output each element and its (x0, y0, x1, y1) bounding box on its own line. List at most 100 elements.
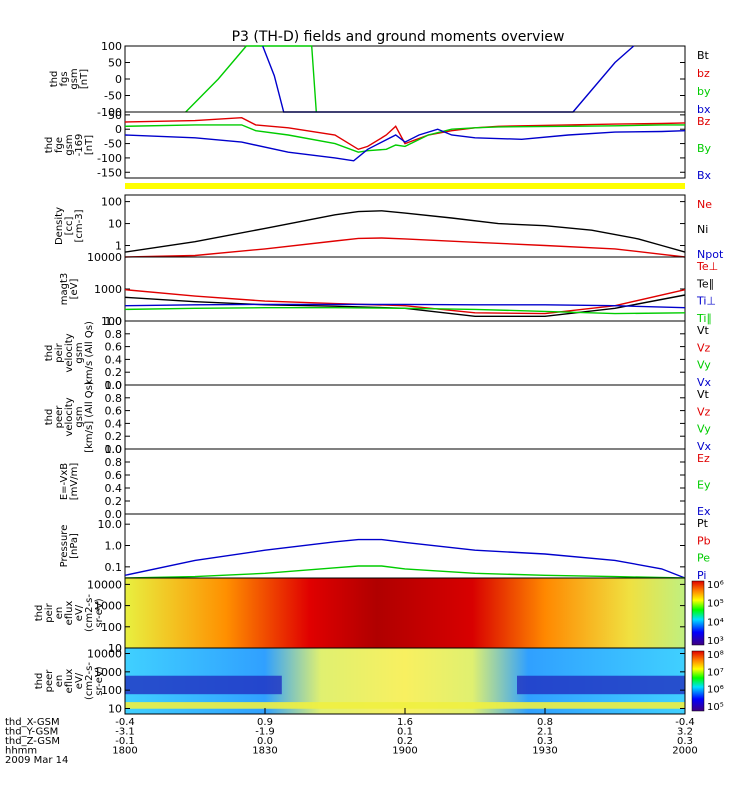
y-axis-label-line: thd (44, 345, 55, 362)
y-axis-label-line: peer (54, 405, 65, 429)
y-tick-label: 10 (108, 218, 122, 231)
y-axis-label-line: fgs (59, 71, 70, 86)
legend-entry: Vz (697, 341, 711, 354)
y-tick-label: 0.8 (105, 392, 123, 405)
y-axis-label-line: [cm-3] (74, 209, 85, 242)
x-row-value: 0.3 (537, 736, 553, 747)
colorbar: 10⁸ 10⁷ 10⁶ 10⁵ (691, 650, 724, 713)
y-tick-label: 100 (101, 684, 122, 697)
y-tick-label: 50 (108, 109, 122, 122)
y-axis-label-line: gsm (74, 342, 85, 363)
series-ti⊥ (124, 303, 686, 309)
status-bar (125, 183, 685, 189)
colorbar-scale (691, 580, 705, 646)
y-tick-label: 100 (101, 196, 122, 209)
y-tick-label: 0.1 (105, 561, 123, 574)
colorbar-label: 10⁶ (707, 580, 724, 591)
series-by (185, 45, 317, 113)
y-tick-label: 100 (101, 315, 122, 328)
y-tick-label: -150 (97, 166, 122, 179)
y-tick-label: -100 (97, 106, 122, 119)
y-tick-label: 1000 (94, 283, 122, 296)
x-row-value: 0.1 (397, 727, 413, 738)
y-tick-label: 0.4 (105, 353, 123, 366)
x-row-value: 0.9 (257, 717, 273, 728)
panel-frame (124, 448, 686, 515)
y-axis-label-line: -169 (74, 134, 85, 157)
legend-entry: Npot (697, 248, 724, 261)
legend-entry: Ni (697, 223, 708, 236)
y-tick-label: 0.8 (105, 456, 123, 469)
panel-pressure: 10.0 1.0 0.1 Pressure[nPa] Pt Pb Pe Pi (59, 513, 711, 582)
y-axis-label-line: thd (44, 409, 55, 426)
x-row-value: 1800 (112, 746, 137, 757)
series-pi (124, 538, 686, 579)
colorbar-label: 10⁵ (707, 702, 724, 713)
series-bx (124, 128, 686, 162)
y-axis-label: Density[cc][cm-3] (54, 207, 85, 245)
y-axis-label: thdpeirvelocitygsmkm/s (All Qs) (44, 321, 95, 385)
spectrogram-band (125, 675, 282, 695)
y-axis-label-line: [nPa] (69, 533, 80, 559)
y-tick-label: 10 (108, 642, 122, 655)
x-row-label: thd_Z-GSM (5, 736, 60, 747)
legend-entry: bx (697, 103, 711, 116)
legend-entry: Ex (697, 505, 711, 518)
legend-entry: Pt (697, 517, 709, 530)
x-row-value: -1.9 (255, 727, 275, 738)
x-row-value: 0.2 (397, 736, 413, 747)
series-ne (124, 237, 686, 258)
series-ni (124, 210, 686, 253)
legend-entry: By (697, 142, 712, 155)
x-row-value: -0.4 (115, 717, 135, 728)
y-tick-label: 0.2 (105, 495, 123, 508)
y-axis-label-line: gsm (64, 134, 75, 155)
y-axis-label-line: (cm2-s- (84, 662, 95, 700)
y-tick-label: 0.6 (105, 469, 123, 482)
series-ti∥ (124, 307, 686, 315)
y-axis-label: thdfgegsm-169[nT] (44, 134, 95, 157)
y-tick-label: 10000 (87, 578, 122, 591)
y-tick-label: 10.0 (98, 518, 123, 531)
series-bz (124, 116, 686, 151)
colorbar-label: 10⁶ (707, 685, 724, 696)
y-tick-label: 1000 (94, 666, 122, 679)
legend-entry: Vx (697, 440, 712, 453)
panel-peer_velocity: 1.00.80.60.40.20.0thdpeervelocitygsm[km/… (44, 379, 712, 456)
y-axis-label: thdpeervelocitygsm[km/s] (All Qs) (44, 381, 95, 453)
legend-entry: by (697, 85, 711, 98)
y-tick-label: 0 (115, 123, 122, 136)
y-axis-label-line: peir (44, 602, 55, 622)
legend-entry: Vy (697, 423, 711, 436)
series-by (124, 124, 685, 153)
y-axis-label-line: [km/s] (All Qs) (84, 381, 95, 453)
legend-entry: Vz (697, 405, 711, 418)
y-axis-label-line: peer (44, 669, 55, 693)
y-axis-label: thdfgsgsm[nT] (49, 68, 90, 89)
legend-entry: Ne (697, 198, 712, 211)
y-axis-label-line: fge (54, 137, 65, 153)
x-row-label: thd_Y-GSM (5, 727, 58, 738)
colorbar-label: 10⁷ (707, 667, 724, 678)
spectrogram-band (517, 675, 685, 695)
y-axis-label-line: sr-eV) (94, 598, 105, 627)
y-tick-label: 0.2 (105, 430, 123, 443)
x-row-value: -0.1 (115, 736, 135, 747)
date-label: 2009 Mar 14 (5, 755, 68, 766)
y-tick-label: 10000 (87, 648, 122, 661)
y-axis-label: thdpeerenefluxeV/(cm2-s-sr-eV) (34, 662, 105, 700)
panel-fgs: 100 50 0 -50 -100 thdfgsgsm[nT] Bt bz by bx (49, 40, 711, 119)
legend-entry: Vt (697, 324, 710, 337)
x-row-value: 0.8 (537, 717, 553, 728)
y-tick-label: 10000 (87, 251, 122, 264)
y-axis-label: magt3[eV] (59, 273, 80, 306)
y-tick-label: 0 (115, 73, 122, 86)
x-row-value: 0.0 (257, 736, 273, 747)
y-tick-label: -100 (97, 152, 122, 165)
y-axis-label-line: thd (44, 137, 55, 154)
panel-frame (124, 256, 686, 322)
y-axis-label-line: velocity (64, 333, 75, 372)
